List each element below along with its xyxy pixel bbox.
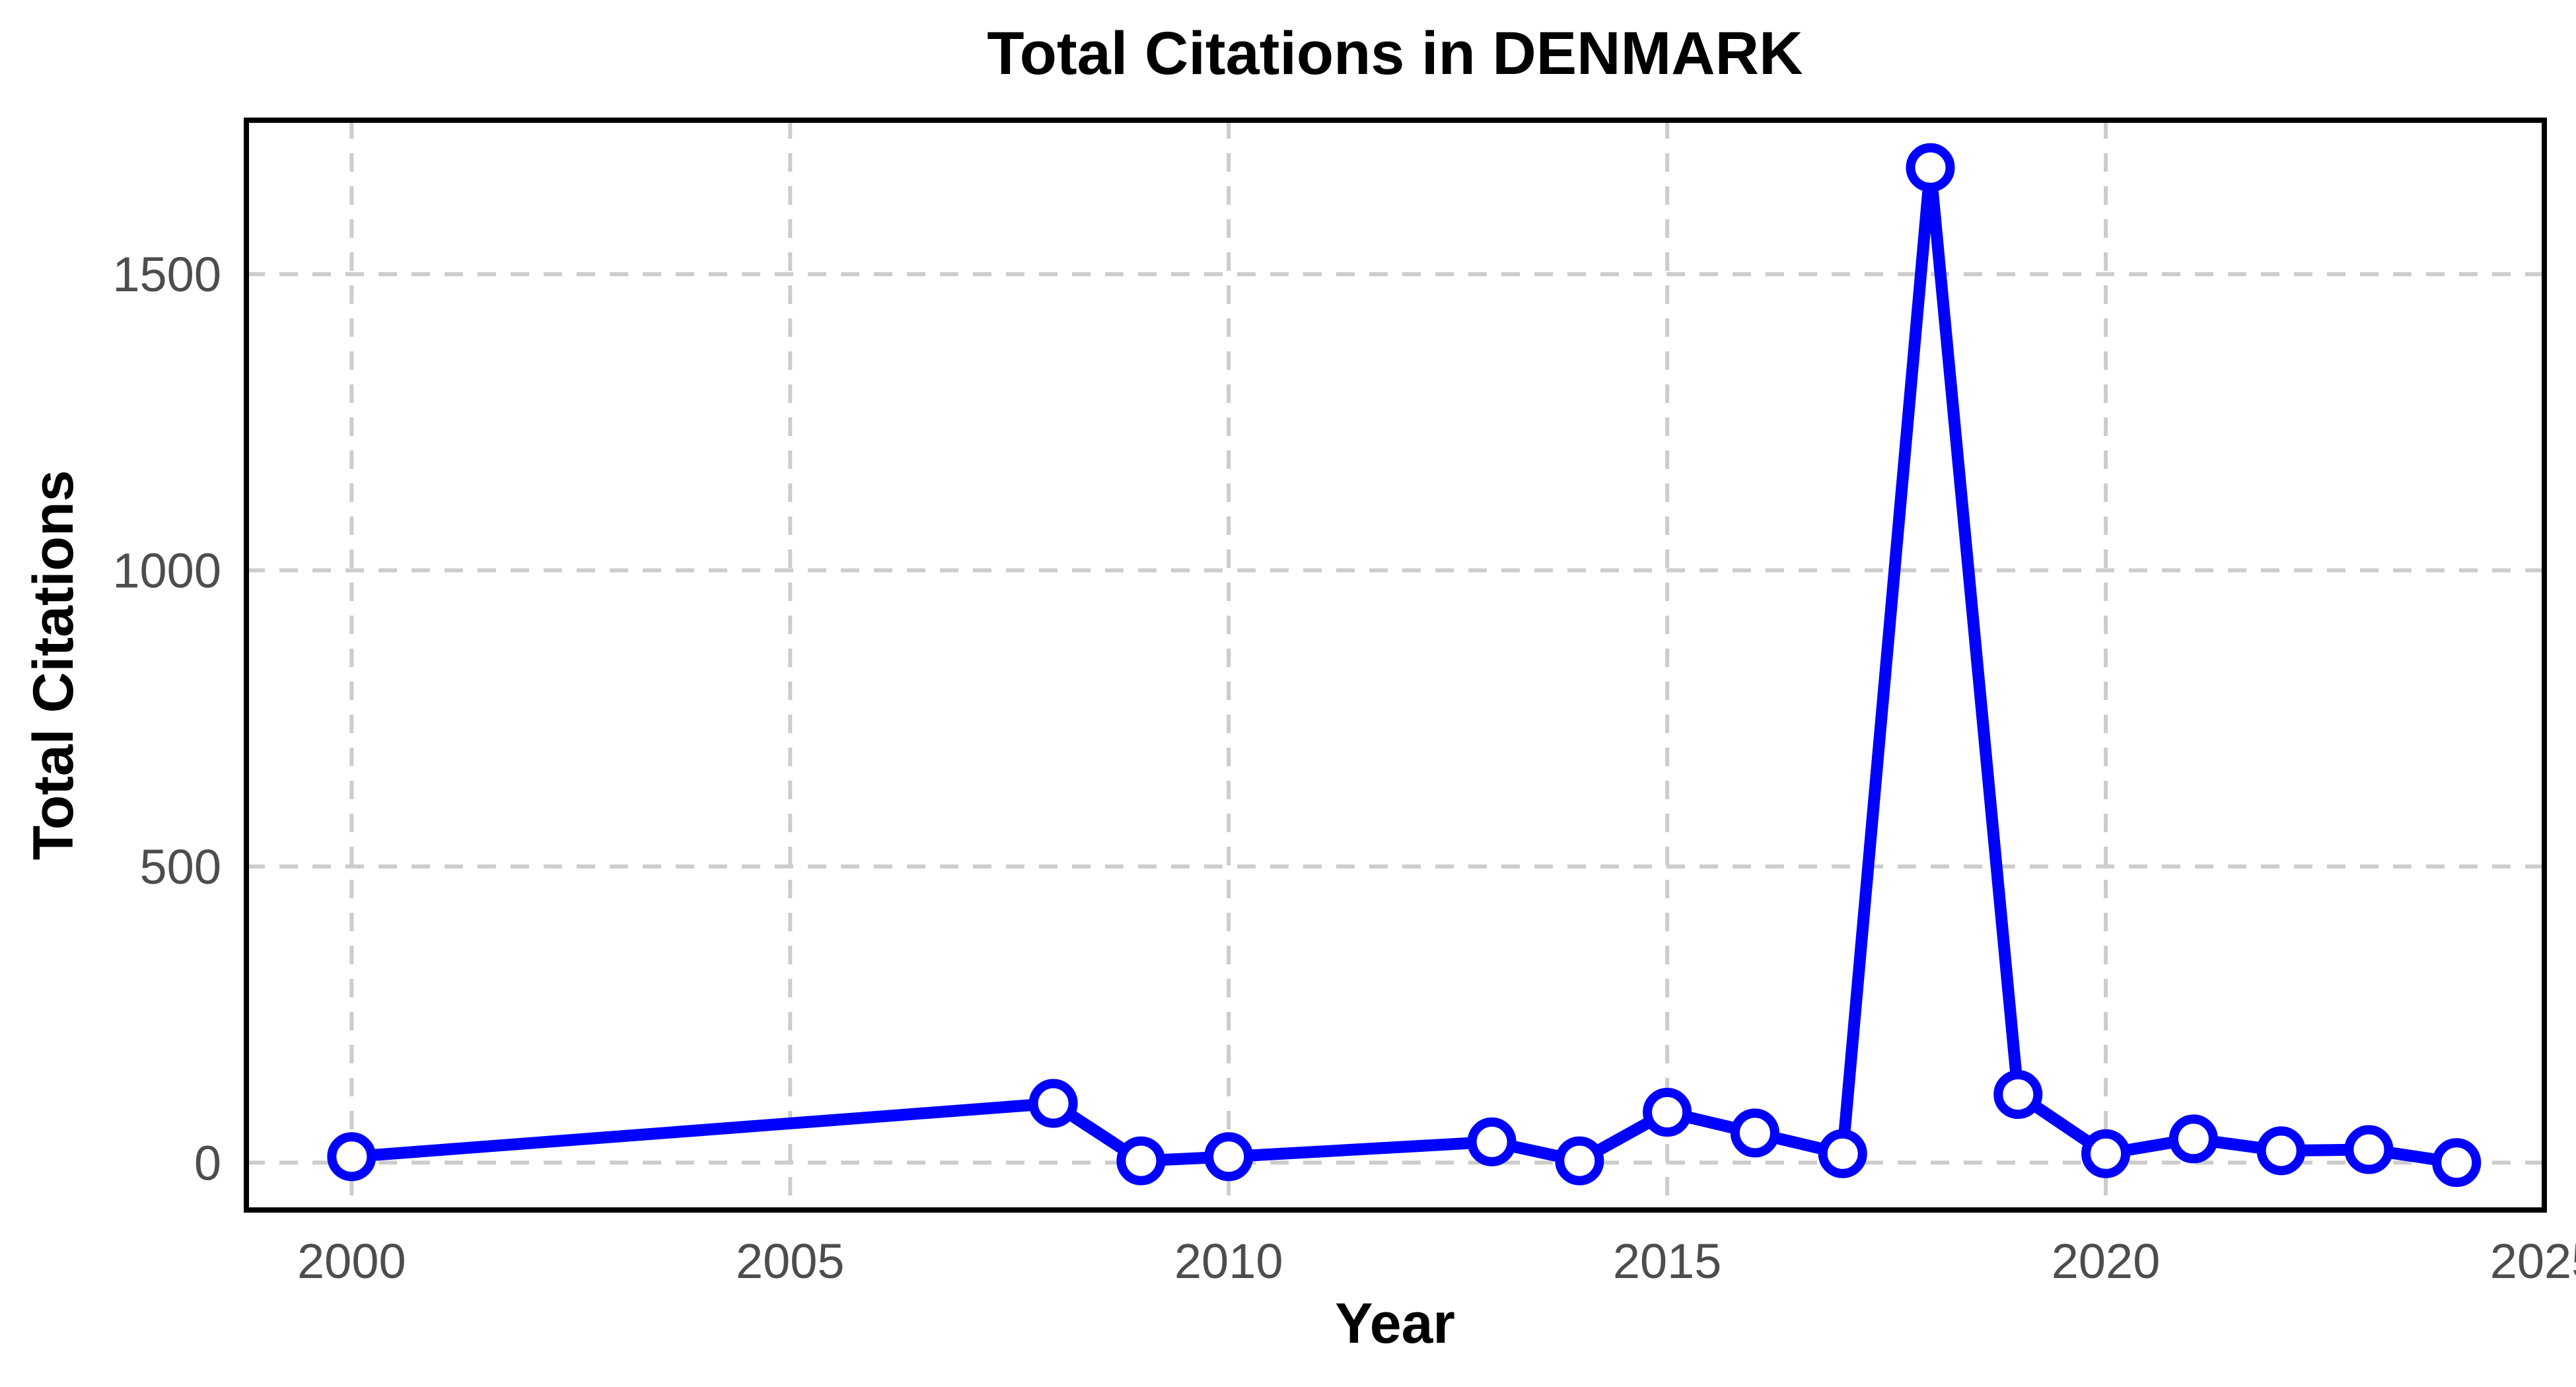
data-point [2168, 1114, 2218, 1164]
y-tick-label: 1000 [112, 544, 221, 598]
data-point [1643, 1088, 1692, 1137]
data-point [1116, 1136, 1166, 1186]
y-tick-label: 500 [140, 839, 221, 894]
y-axis-label: Total Citations [22, 470, 85, 861]
x-tick-label: 2000 [297, 1234, 406, 1289]
x-tick-label: 2020 [2052, 1234, 2161, 1289]
y-tick-label: 0 [194, 1135, 221, 1190]
data-point [2432, 1138, 2482, 1188]
data-point [1555, 1136, 1604, 1186]
data-point [1993, 1070, 2043, 1120]
series-line [345, 161, 2463, 1169]
data-point [2256, 1126, 2306, 1176]
x-tick-label: 2005 [736, 1234, 845, 1289]
data-point [1467, 1117, 1517, 1166]
plot-frame [244, 118, 2547, 1213]
x-tick-label: 2010 [1174, 1234, 1283, 1289]
data-point [1906, 143, 1955, 192]
data-point [1204, 1132, 1254, 1182]
data-point [1028, 1079, 1078, 1128]
tick-labels: 2000 2005 2010 2015 2020 2025 0 500 1000 1500 [112, 247, 2576, 1289]
series-layer [327, 143, 2482, 1188]
x-tick-label: 2015 [1613, 1234, 1722, 1289]
data-point [1818, 1129, 1867, 1178]
x-tick-label: 2025 [2490, 1234, 2576, 1289]
data-point [2344, 1125, 2394, 1174]
chart-title: Total Citations in DENMARK [987, 20, 1803, 87]
grid [246, 120, 2546, 1210]
x-axis-label: Year [1335, 1292, 1455, 1355]
data-point [2081, 1129, 2131, 1178]
data-point [327, 1132, 376, 1182]
data-point [1730, 1108, 1779, 1158]
y-tick-label: 1500 [112, 247, 221, 302]
